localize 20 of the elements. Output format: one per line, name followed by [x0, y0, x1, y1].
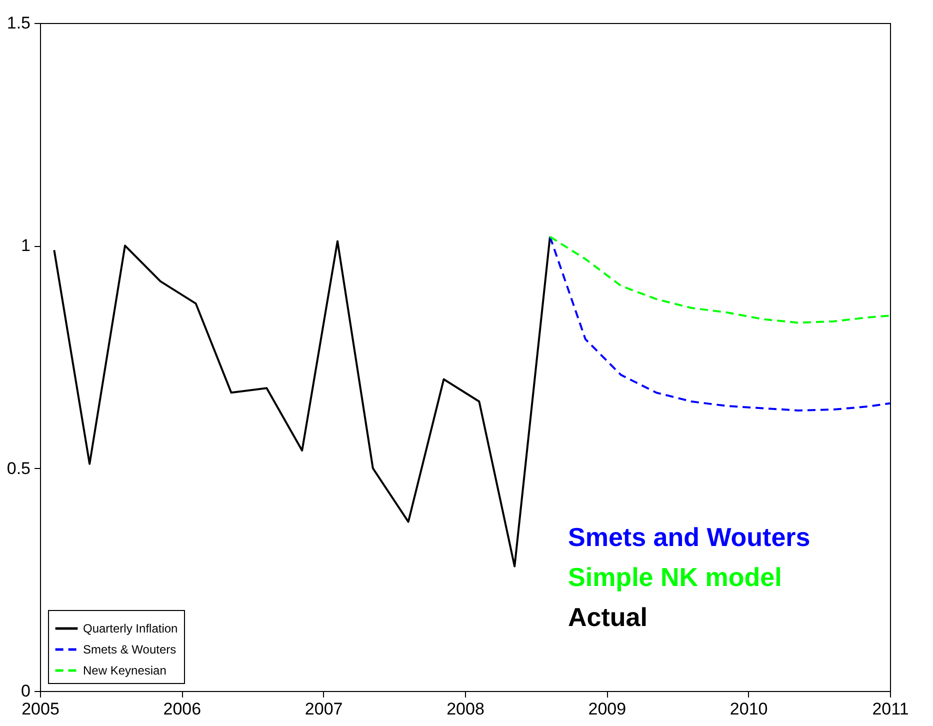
- y-tick-label: 1: [21, 236, 30, 256]
- x-tick-label: 2005: [22, 700, 60, 718]
- x-tick-label: 2009: [588, 700, 626, 718]
- legend-label: New Keynesian: [83, 664, 166, 678]
- legend-label: Smets & Wouters: [83, 642, 176, 656]
- x-tick-label: 2008: [446, 700, 484, 718]
- x-tick-label: 2010: [730, 700, 768, 718]
- line-series: [549, 236, 891, 412]
- x-tick-label: 2007: [304, 700, 343, 718]
- x-tick-label: 2006: [163, 700, 202, 718]
- line-series: [549, 236, 891, 324]
- annotation: Simple NK model: [568, 562, 782, 592]
- annotation: Smets and Wouters: [568, 522, 810, 552]
- y-tick-label: 1.5: [6, 14, 30, 32]
- annotation: Actual: [568, 602, 648, 632]
- legend-label: Quarterly Inflation: [83, 622, 178, 636]
- y-tick-label: 0: [21, 682, 30, 700]
- x-tick-label: 2011: [872, 700, 909, 718]
- line-series: [53, 236, 551, 568]
- y-tick-label: 0.5: [6, 458, 30, 478]
